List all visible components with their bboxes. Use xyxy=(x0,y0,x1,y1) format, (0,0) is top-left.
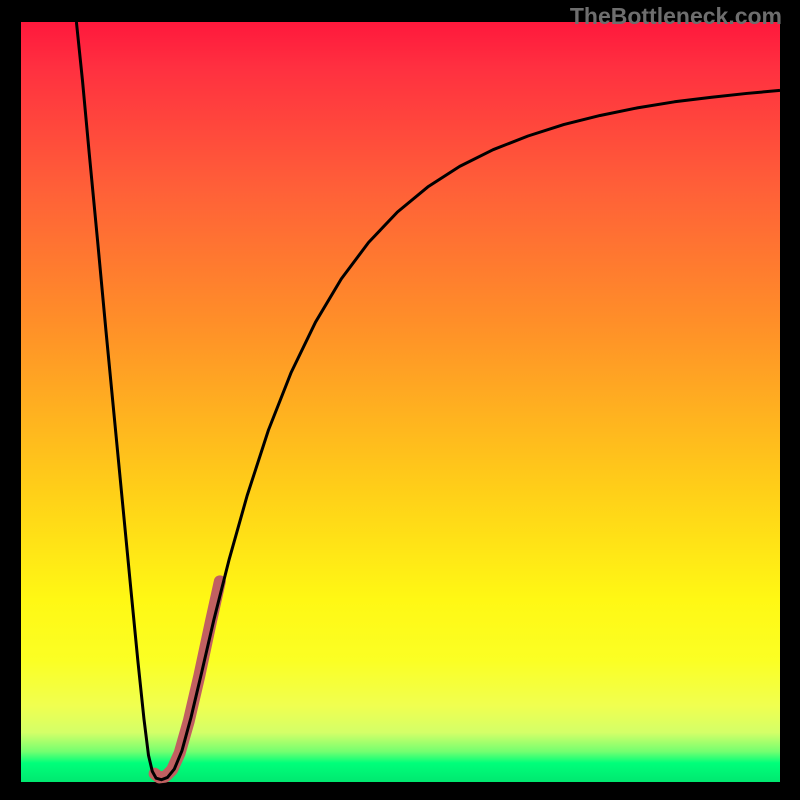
chart-container: { "chart": { "type": "line-over-gradient… xyxy=(0,0,800,800)
highlight-segment xyxy=(155,581,220,777)
curve-overlay xyxy=(0,0,800,800)
main-curve xyxy=(76,22,780,780)
